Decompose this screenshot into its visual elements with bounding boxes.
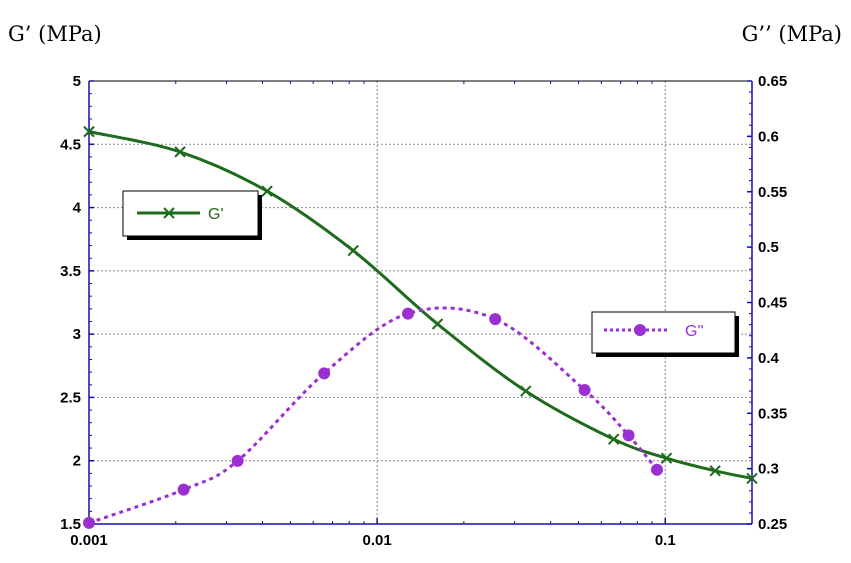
legend-gprime: G' bbox=[122, 190, 262, 240]
legend-gdoubleprime-box bbox=[591, 311, 736, 354]
series-line-0 bbox=[88, 130, 753, 480]
data-point-gdoubleprime bbox=[177, 483, 190, 496]
legend-gprime-marker bbox=[163, 207, 175, 219]
series-layer bbox=[83, 125, 758, 529]
data-point-gdoubleprime bbox=[489, 313, 502, 326]
right-tick-label: 0.6 bbox=[758, 128, 779, 145]
x-tick-label: 0.01 bbox=[363, 532, 392, 549]
legend-gdoubleprime-label: G'' bbox=[685, 323, 704, 340]
left-tick-label: 1.5 bbox=[60, 516, 81, 533]
x-tick-label: 0.1 bbox=[655, 532, 676, 549]
data-point-gdoubleprime bbox=[650, 463, 663, 476]
data-point-gprime bbox=[607, 433, 620, 445]
right-tick-label: 0.65 bbox=[758, 73, 787, 90]
left-tick-label: 2.5 bbox=[60, 389, 81, 406]
left-tick-label: 2 bbox=[73, 453, 81, 470]
axis-ticks: 1.5 2 2.5 3 3.5 4 4.5 5 0.25 0.3 0.35 0.4 0.45 0.5 0.5… bbox=[60, 73, 787, 549]
data-point-gprime bbox=[520, 385, 532, 397]
series-line-1 bbox=[88, 306, 659, 525]
left-tick-label: 3.5 bbox=[60, 263, 81, 280]
plot-area bbox=[89, 81, 752, 524]
data-point-gprime bbox=[83, 125, 95, 138]
legend-gdoubleprime: G'' bbox=[591, 311, 739, 357]
data-point-gprime bbox=[174, 146, 186, 158]
left-tick-label: 4 bbox=[73, 200, 82, 217]
left-tick-label: 4.5 bbox=[60, 136, 81, 153]
left-tick-label: 3 bbox=[73, 326, 81, 343]
right-tick-label: 0.3 bbox=[758, 461, 779, 478]
data-point-gdoubleprime bbox=[83, 516, 95, 529]
right-tick-label: 0.35 bbox=[758, 405, 787, 422]
data-point-gdoubleprime bbox=[622, 429, 635, 442]
right-axis-title: G’’ (MPa) bbox=[742, 22, 842, 46]
legend-gprime-label: G' bbox=[208, 206, 224, 223]
data-point-gprime bbox=[347, 244, 359, 257]
data-point-gdoubleprime bbox=[402, 307, 415, 320]
legend-gdoubleprime-marker bbox=[634, 324, 646, 336]
right-tick-label: 0.4 bbox=[758, 350, 780, 367]
x-tick-label: 0.001 bbox=[70, 532, 108, 549]
data-point-gprime bbox=[709, 465, 721, 477]
left-tick-label: 5 bbox=[73, 73, 81, 90]
right-tick-label: 0.55 bbox=[758, 184, 787, 201]
data-point-gdoubleprime bbox=[318, 367, 331, 380]
right-tick-label: 0.25 bbox=[758, 516, 787, 533]
data-point-gprime bbox=[261, 185, 273, 197]
data-point-gdoubleprime bbox=[578, 383, 591, 396]
data-point-gprime bbox=[746, 472, 758, 485]
data-point-gprime bbox=[431, 318, 444, 330]
right-tick-label: 0.5 bbox=[758, 239, 779, 256]
data-point-gprime bbox=[660, 452, 673, 464]
data-point-gdoubleprime bbox=[231, 454, 244, 467]
left-axis-title: G’ (MPa) bbox=[8, 22, 102, 46]
right-tick-label: 0.45 bbox=[758, 295, 787, 312]
